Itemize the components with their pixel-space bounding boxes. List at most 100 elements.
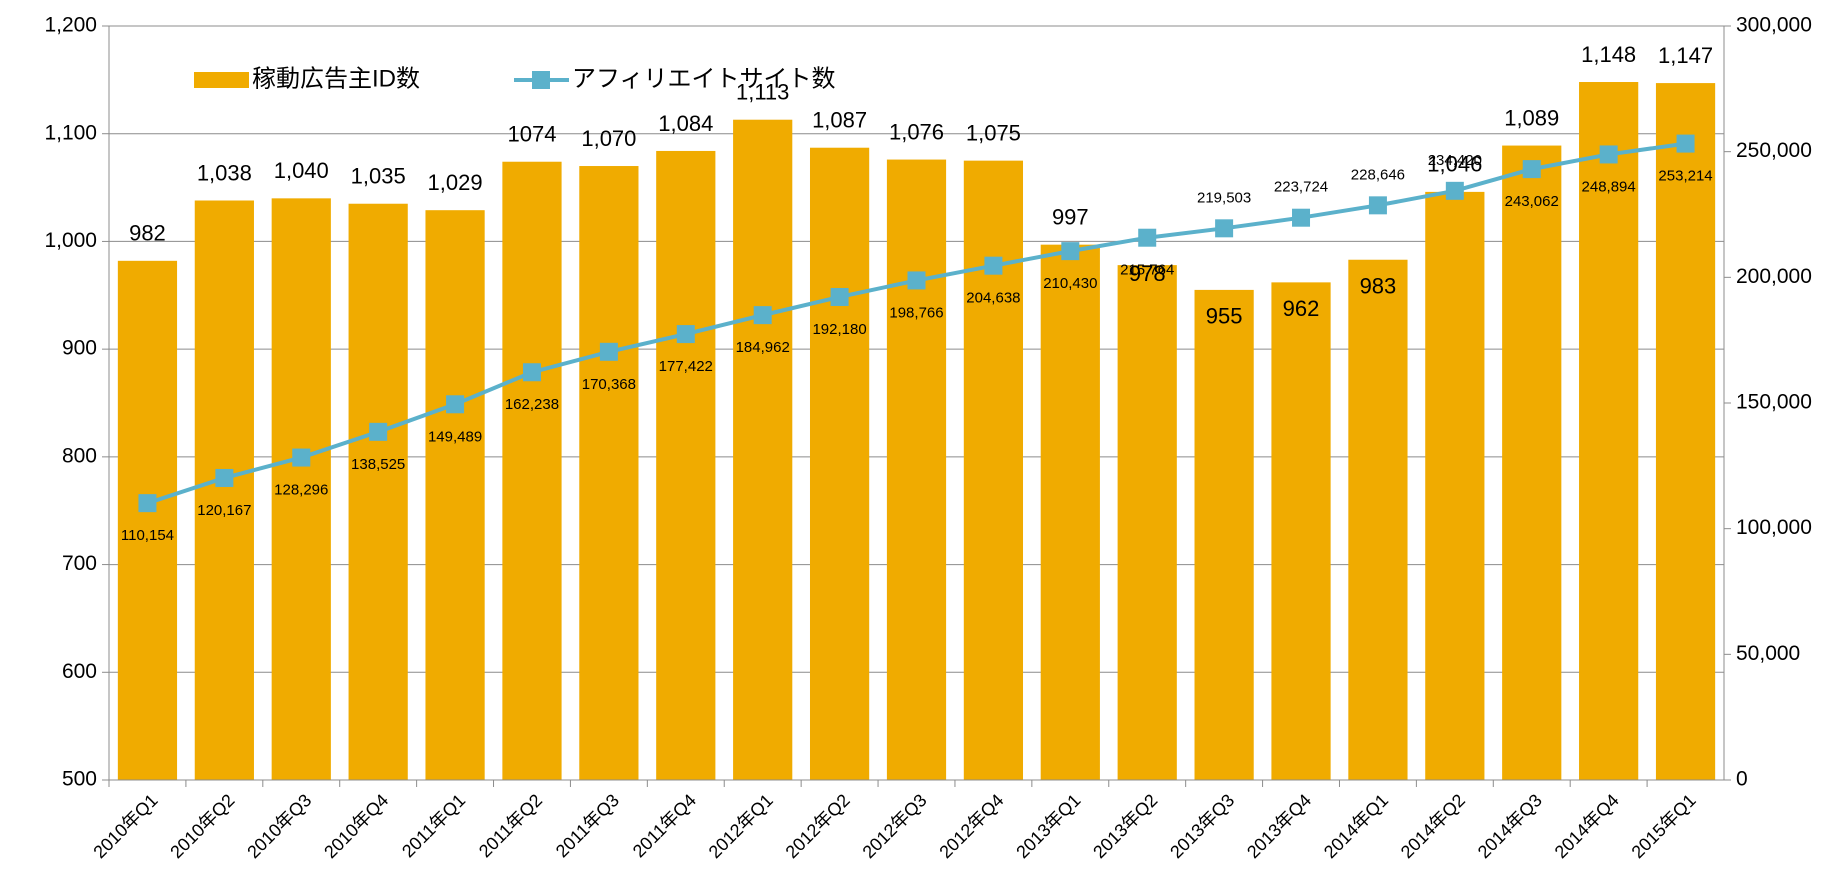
bar	[1040, 244, 1100, 780]
line-value-label: 234,420	[1428, 152, 1482, 169]
line-value-label: 210,430	[1043, 275, 1097, 292]
bar-value-label: 1,089	[1504, 105, 1559, 130]
bar	[348, 203, 408, 780]
bar	[656, 150, 716, 780]
x-tick-label: 2012年Q3	[859, 790, 931, 862]
line-marker	[1522, 160, 1541, 179]
y2-tick-label: 200,000	[1736, 265, 1812, 288]
bar-value-label: 1,035	[351, 164, 406, 189]
line-value-label: 215,764	[1120, 262, 1174, 279]
line-value-label: 219,503	[1197, 189, 1251, 206]
line-marker	[446, 395, 465, 414]
line-marker	[1599, 145, 1618, 164]
line-value-label: 228,646	[1351, 166, 1405, 183]
bar-value-label: 1,113	[736, 80, 789, 105]
y2-tick-label: 100,000	[1736, 516, 1812, 539]
x-tick-label: 2011年Q4	[629, 790, 700, 861]
line-value-label: 120,167	[197, 502, 251, 519]
line-marker	[1368, 196, 1387, 215]
bar-value-label: 997	[1052, 204, 1089, 229]
x-tick-label: 2013年Q2	[1089, 790, 1161, 862]
line-marker	[369, 422, 388, 441]
line-value-label: 170,368	[582, 376, 636, 393]
line-marker	[1061, 242, 1080, 261]
line-marker	[138, 494, 157, 513]
line-value-label: 253,214	[1658, 168, 1712, 185]
bar	[1117, 265, 1177, 780]
y-tick-label: 700	[62, 552, 97, 575]
bar-value-label: 1,038	[197, 160, 252, 185]
x-tick-label: 2010年Q1	[89, 790, 161, 862]
bar-value-label: 982	[129, 221, 166, 246]
line-marker	[753, 306, 772, 325]
x-tick-label: 2011年Q1	[398, 790, 469, 861]
y-tick-label: 800	[62, 444, 97, 467]
line-marker	[1292, 208, 1311, 227]
line-marker	[1676, 134, 1695, 153]
bar	[1348, 259, 1408, 780]
x-tick-label: 2010年Q4	[320, 790, 392, 862]
bar	[1194, 289, 1254, 780]
bar-value-label: 1,070	[581, 126, 636, 151]
line-value-label: 192,180	[812, 321, 866, 338]
bar-value-label: 955	[1206, 304, 1243, 329]
bar-value-label: 1,084	[658, 111, 713, 136]
legend-marker	[532, 71, 550, 89]
x-tick-label: 2011年Q2	[475, 790, 546, 861]
bar	[809, 147, 870, 780]
bar-value-label: 1,046	[1427, 152, 1482, 177]
bar	[963, 160, 1024, 781]
line-marker	[830, 287, 849, 306]
line-value-label: 184,962	[736, 339, 790, 356]
y-tick-label: 900	[62, 337, 97, 360]
bar-value-label: 1,076	[889, 119, 944, 144]
bar	[886, 159, 947, 780]
line-value-label: 162,238	[505, 396, 559, 413]
bar	[194, 200, 254, 781]
x-tick-label: 2014年Q3	[1474, 790, 1546, 862]
line-marker	[292, 448, 311, 467]
y-tick-label: 600	[62, 660, 97, 683]
y2-tick-label: 300,000	[1736, 14, 1812, 37]
bar	[1271, 282, 1331, 780]
line-value-label: 223,724	[1274, 179, 1328, 196]
bar	[1502, 145, 1562, 780]
x-tick-label: 2014年Q1	[1320, 790, 1392, 862]
x-tick-label: 2011年Q3	[552, 790, 623, 861]
y2-tick-label: 0	[1736, 768, 1748, 791]
line-marker	[215, 468, 234, 487]
line-marker	[984, 256, 1003, 275]
bar	[271, 198, 331, 781]
y-tick-label: 1,000	[44, 229, 97, 252]
line-value-label: 243,062	[1505, 193, 1559, 210]
line-marker	[1138, 228, 1157, 247]
y2-tick-label: 250,000	[1736, 139, 1812, 162]
line-value-label: 138,525	[351, 456, 405, 473]
x-tick-label: 2010年Q2	[166, 790, 238, 862]
legend-label: アフィリエイトサイト数	[572, 65, 836, 92]
line-marker	[599, 342, 618, 361]
bar-value-label: 1,029	[428, 170, 483, 195]
bar	[425, 210, 485, 781]
y-tick-label: 500	[62, 768, 97, 791]
x-tick-label: 2012年Q1	[705, 790, 777, 862]
line-marker	[1445, 181, 1464, 200]
bar	[117, 260, 178, 780]
bar-value-label: 1074	[507, 122, 556, 147]
bar-value-label: 1,075	[966, 120, 1021, 145]
line-marker	[522, 363, 541, 382]
line-marker	[907, 271, 926, 290]
y-tick-label: 1,100	[44, 121, 97, 144]
x-tick-label: 2013年Q4	[1243, 790, 1315, 862]
bar-value-label: 1,147	[1658, 43, 1713, 68]
line-value-label: 177,422	[659, 358, 713, 375]
x-tick-label: 2010年Q3	[243, 790, 315, 862]
legend-label: 稼動広告主ID数	[252, 65, 420, 92]
line-value-label: 198,766	[889, 304, 943, 321]
bar-value-label: 962	[1283, 296, 1320, 321]
bar	[1655, 83, 1716, 781]
x-tick-label: 2014年Q4	[1551, 790, 1623, 862]
bar	[733, 119, 793, 780]
x-tick-label: 2014年Q2	[1397, 790, 1469, 862]
bar	[579, 166, 639, 780]
